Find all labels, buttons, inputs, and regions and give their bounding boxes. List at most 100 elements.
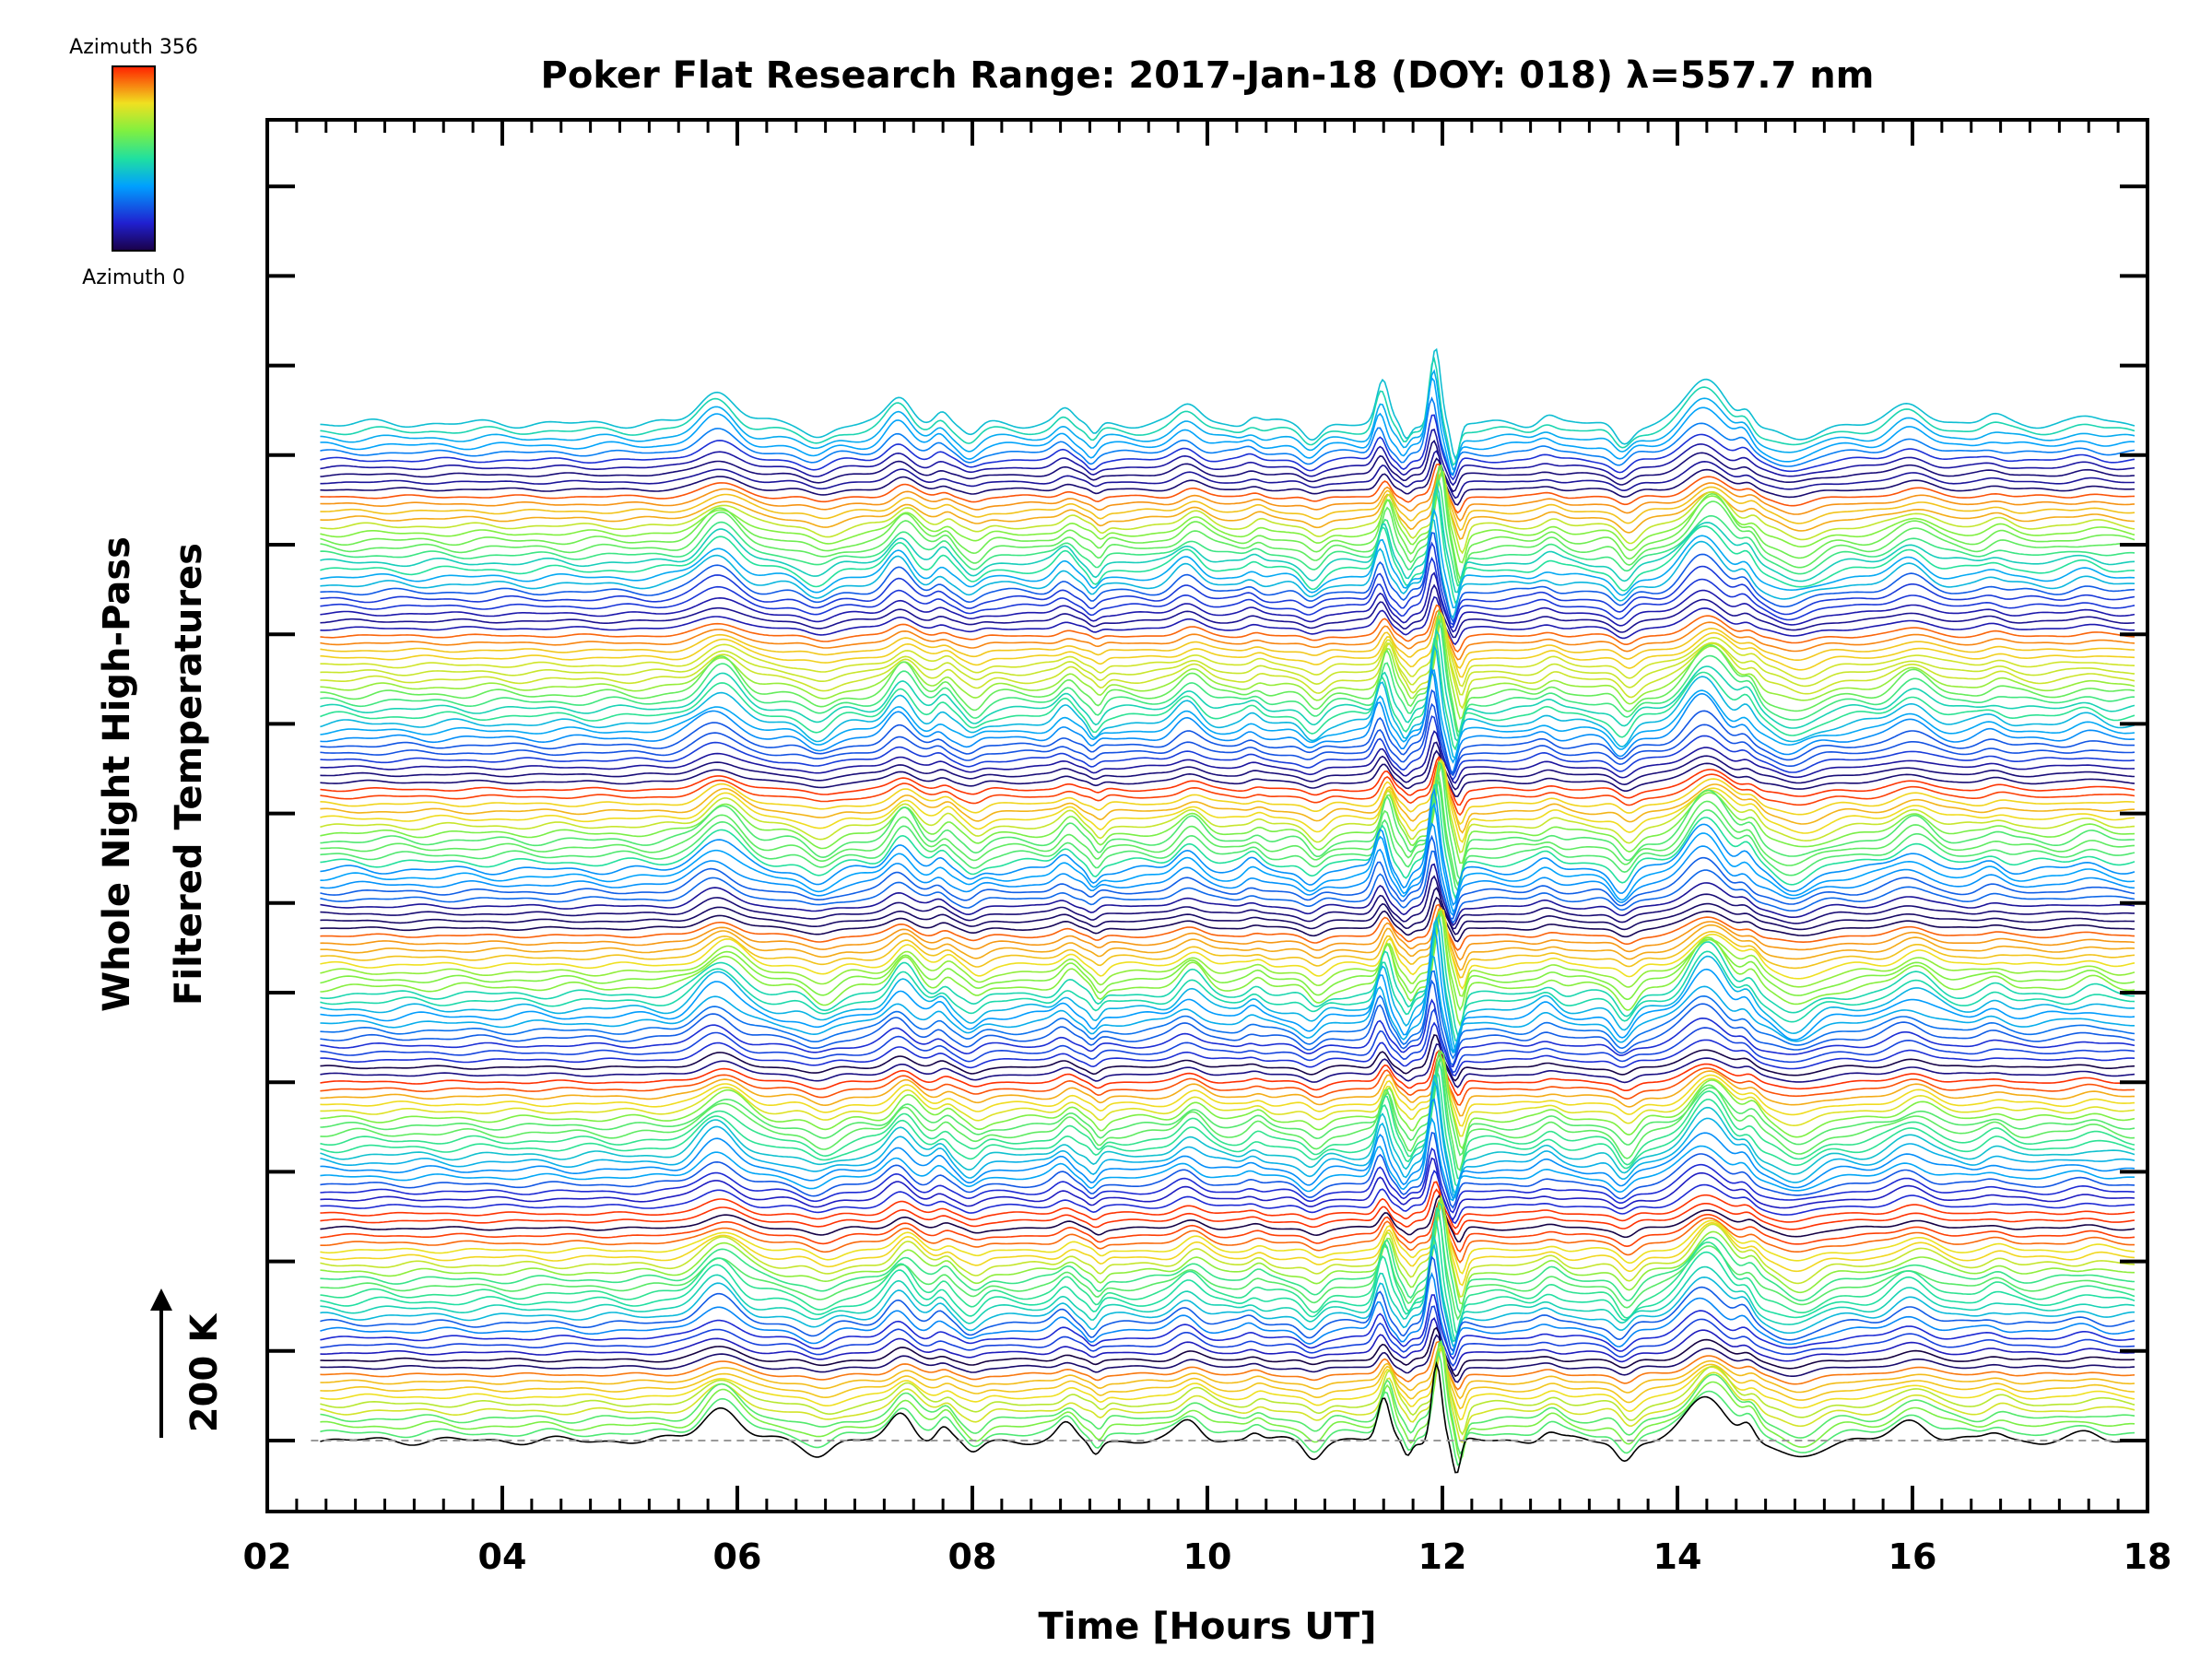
temperature-trace [320, 1326, 2136, 1378]
temperature-trace [320, 773, 2136, 887]
temperature-trace [320, 863, 2136, 927]
temperature-trace [320, 1007, 2136, 1074]
temperature-trace [320, 741, 2136, 791]
temperature-trace [320, 758, 2136, 853]
temperature-trace [320, 1242, 2135, 1347]
temperature-trace [320, 1049, 2136, 1097]
scale-bar-arrowhead [150, 1288, 172, 1311]
temperature-trace [320, 1194, 2136, 1298]
temperature-trace [320, 970, 2136, 1060]
temperature-trace [320, 1345, 2136, 1443]
temperature-trace [320, 669, 2136, 764]
temperature-trace [320, 440, 2136, 493]
temperature-trace [320, 617, 2136, 721]
temperature-trace [320, 887, 2135, 935]
temperature-trace [320, 507, 2136, 609]
temperature-trace [320, 369, 2136, 471]
temperature-trace [320, 1271, 2136, 1356]
temperature-trace [320, 910, 2136, 997]
temperature-trace [320, 482, 2136, 594]
temperature-trace [320, 347, 2136, 461]
temperature-trace [320, 1194, 2136, 1243]
temperature-trace [320, 906, 2136, 971]
temperature-trace [320, 628, 2136, 743]
temperature-trace [320, 604, 2136, 653]
temperature-trace [320, 1305, 2136, 1368]
temperature-trace [320, 1054, 2135, 1117]
temperature-trace [320, 583, 2136, 639]
temperature-trace [320, 466, 2136, 532]
temperature-trace [320, 1316, 2136, 1371]
temperature-trace [320, 556, 2136, 629]
temperature-trace [320, 1201, 2136, 1287]
temperature-trace [320, 470, 2136, 540]
temperature-trace [320, 1074, 2136, 1196]
y-axis-label-line1: Whole Night High-Pass [96, 536, 138, 1012]
temperature-trace [320, 1344, 2136, 1400]
temperature-trace [320, 760, 2135, 882]
temperature-trace [320, 1344, 2136, 1436]
temperature-trace [320, 1255, 2136, 1353]
x-tick-label: 04 [478, 1536, 527, 1577]
temperature-trace [320, 457, 2135, 506]
chart-title: Poker Flat Research Range: 2017-Jan-18 (… [541, 54, 1875, 97]
temperature-trace [320, 1339, 2136, 1455]
temperature-trace [320, 896, 2136, 943]
colorbar-gradient [112, 65, 156, 252]
x-tick-label: 18 [2124, 1536, 2172, 1577]
temperature-trace [320, 532, 2136, 623]
temperature-trace [320, 1345, 2136, 1410]
temperature-trace [320, 1043, 2136, 1088]
temperature-trace [320, 1117, 2135, 1202]
temperature-trace [320, 1342, 2136, 1463]
temperature-trace [320, 1049, 2136, 1171]
x-tick-label: 14 [1653, 1536, 1702, 1577]
temperature-trace [320, 759, 2136, 817]
temperature-trace [320, 910, 2136, 979]
temperature-trace [320, 1157, 2136, 1221]
temperature-trace [320, 926, 2136, 1053]
temperature-trace [320, 1234, 2136, 1343]
temperature-trace [320, 517, 2136, 619]
temperature-trace [320, 471, 2136, 564]
temperature-trace [320, 608, 2136, 735]
temperature-trace [320, 910, 2136, 1027]
scale-bar: 200 K [150, 1288, 226, 1438]
temperature-trace [320, 1054, 2136, 1137]
trace-group [320, 347, 2136, 1474]
temperature-trace [320, 1021, 2136, 1077]
temperature-trace [320, 1068, 2136, 1189]
temperature-trace [320, 1213, 2136, 1321]
temperature-trace [320, 979, 2136, 1066]
temperature-trace [320, 616, 2136, 696]
temperature-trace [320, 571, 2136, 633]
temperature-trace [320, 396, 2136, 476]
temperature-trace [320, 834, 2136, 920]
temperature-trace [320, 467, 2136, 523]
temperature-trace [320, 356, 2136, 466]
temperature-trace [320, 850, 2136, 924]
temperature-trace [320, 1132, 2136, 1209]
temperature-trace [320, 908, 2136, 991]
x-tick-label: 12 [1418, 1536, 1467, 1577]
temperature-trace [320, 608, 2136, 661]
temperature-trace [320, 618, 2135, 738]
temperature-trace [320, 758, 2136, 843]
x-axis-tick-labels: 02 04 06 08 10 12 14 16 18 [243, 1536, 2172, 1577]
temperature-trace [320, 762, 2136, 865]
temperature-trace [320, 1170, 2135, 1225]
temperature-trace [320, 637, 2136, 751]
temperature-trace [320, 1204, 2136, 1275]
temperature-trace [320, 1219, 2136, 1343]
temperature-trace [320, 464, 2136, 581]
x-axis-label: Time [Hours UT] [1039, 1606, 1377, 1648]
temperature-trace [320, 1204, 2135, 1264]
temperature-trace [320, 1056, 2136, 1157]
temperature-trace [320, 1181, 2136, 1230]
temperature-trace [320, 466, 2136, 587]
temperature-trace [320, 919, 2136, 1041]
temperature-trace [320, 1206, 2136, 1337]
temperature-trace [320, 429, 2136, 487]
temperature-trace [320, 1050, 2136, 1150]
temperature-trace [320, 759, 2135, 834]
